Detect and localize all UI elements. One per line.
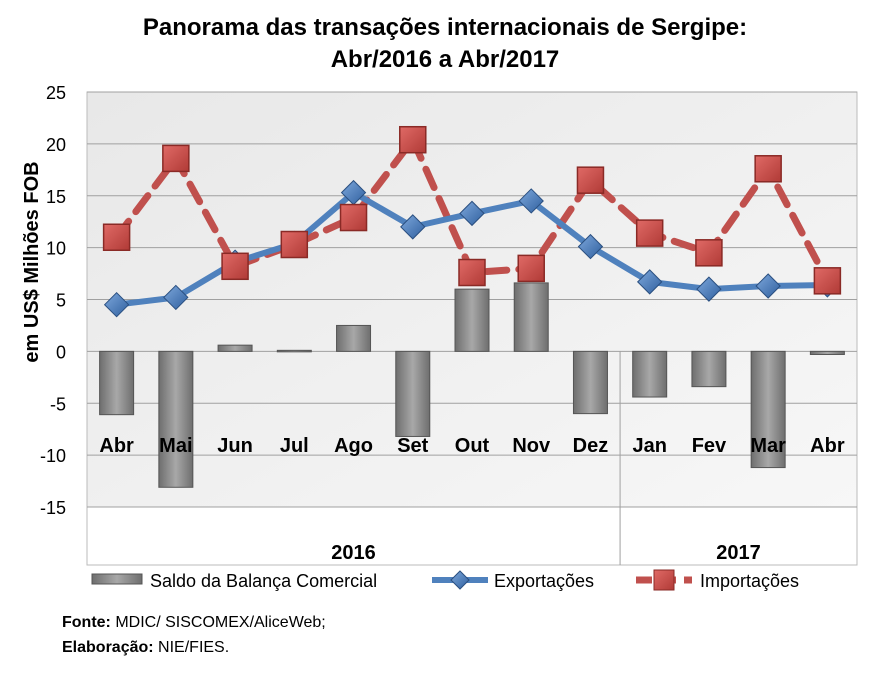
marker-exportacoes [755,273,781,299]
marker-importacoes [517,254,545,283]
bar-saldo [572,350,608,415]
marker-exportacoes [163,284,189,311]
marker-exportacoes [636,269,663,295]
marker-exportacoes [459,200,485,227]
category-label: Dez [573,435,609,457]
bar-saldo [632,350,668,398]
category-label: Mai [159,435,192,457]
y-tick-label: 10 [46,239,66,259]
category-label: Jan [632,435,666,457]
group-label: 2017 [716,542,761,564]
elaboration-value: NIE/FIES. [158,639,230,656]
category-label: Mar [750,435,786,457]
y-tick-label: 20 [46,135,66,155]
marker-importacoes [813,267,842,295]
marker-importacoes [754,155,782,183]
source-note: Fonte: MDIC/ SISCOMEX/AliceWeb; [62,614,326,632]
bar-saldo [395,350,431,437]
legend-marker-exportacoes [450,570,470,590]
marker-exportacoes [400,214,426,240]
marker-importacoes [458,258,486,287]
chart-title-line1: Panorama das transações internacionais d… [143,14,747,41]
legend-label-importacoes: Importações [700,571,799,591]
marker-exportacoes [518,188,544,214]
elaboration-label: Elaboração: [62,639,154,656]
marker-importacoes [339,203,368,232]
bar-saldo [217,344,253,352]
legend-label-exportacoes: Exportações [494,571,594,591]
category-label: Nov [512,435,551,457]
bar-saldo [691,350,727,388]
legend-label-saldo: Saldo da Balança Comercial [150,571,377,591]
chart-svg: Panorama das transações internacionais d… [21,14,858,591]
elaboration-note: Elaboração: NIE/FIES. [62,639,229,657]
category-label: Abr [99,435,134,457]
marker-exportacoes [577,233,604,260]
y-tick-label: 0 [56,342,66,362]
bar-saldo [276,349,312,353]
bar-saldo [336,324,372,352]
marker-importacoes [399,125,427,154]
marker-exportacoes [103,291,130,318]
source-value: MDIC/ SISCOMEX/AliceWeb; [115,614,326,631]
bar-saldo [809,350,845,355]
category-label: Out [455,435,490,457]
category-label: Set [397,435,428,457]
bar-saldo [99,350,135,416]
bar-saldo [158,350,194,488]
category-label: Ago [334,435,373,457]
bar-saldo [513,282,549,352]
chart-title-line2: Abr/2016 a Abr/2017 [331,46,560,73]
marker-importacoes [280,230,309,259]
y-tick-label: -15 [40,498,66,518]
marker-importacoes [695,239,723,267]
marker-exportacoes [696,276,722,302]
marker-importacoes [221,252,249,281]
bar-saldo [454,288,490,352]
bar-saldo [750,350,786,469]
y-tick-label: 25 [46,83,66,103]
marker-importacoes [102,223,131,251]
y-tick-label: 15 [46,187,66,207]
legend-marker-importacoes [653,569,675,591]
category-label: Fev [692,435,727,457]
y-axis-title: em US$ Milhões FOB [21,161,43,362]
category-label: Abr [810,435,845,457]
legend-swatch-saldo [91,573,143,585]
marker-importacoes [635,219,664,247]
category-axis-box [86,506,858,566]
source-label: Fonte: [62,614,111,631]
group-label: 2016 [331,542,376,564]
y-tick-label: -10 [40,446,66,466]
y-tick-label: -5 [50,394,66,414]
category-label: Jun [217,435,253,457]
marker-importacoes [576,166,605,194]
marker-importacoes [162,144,190,173]
category-label: Jul [280,435,309,457]
y-tick-label: 5 [56,291,66,311]
